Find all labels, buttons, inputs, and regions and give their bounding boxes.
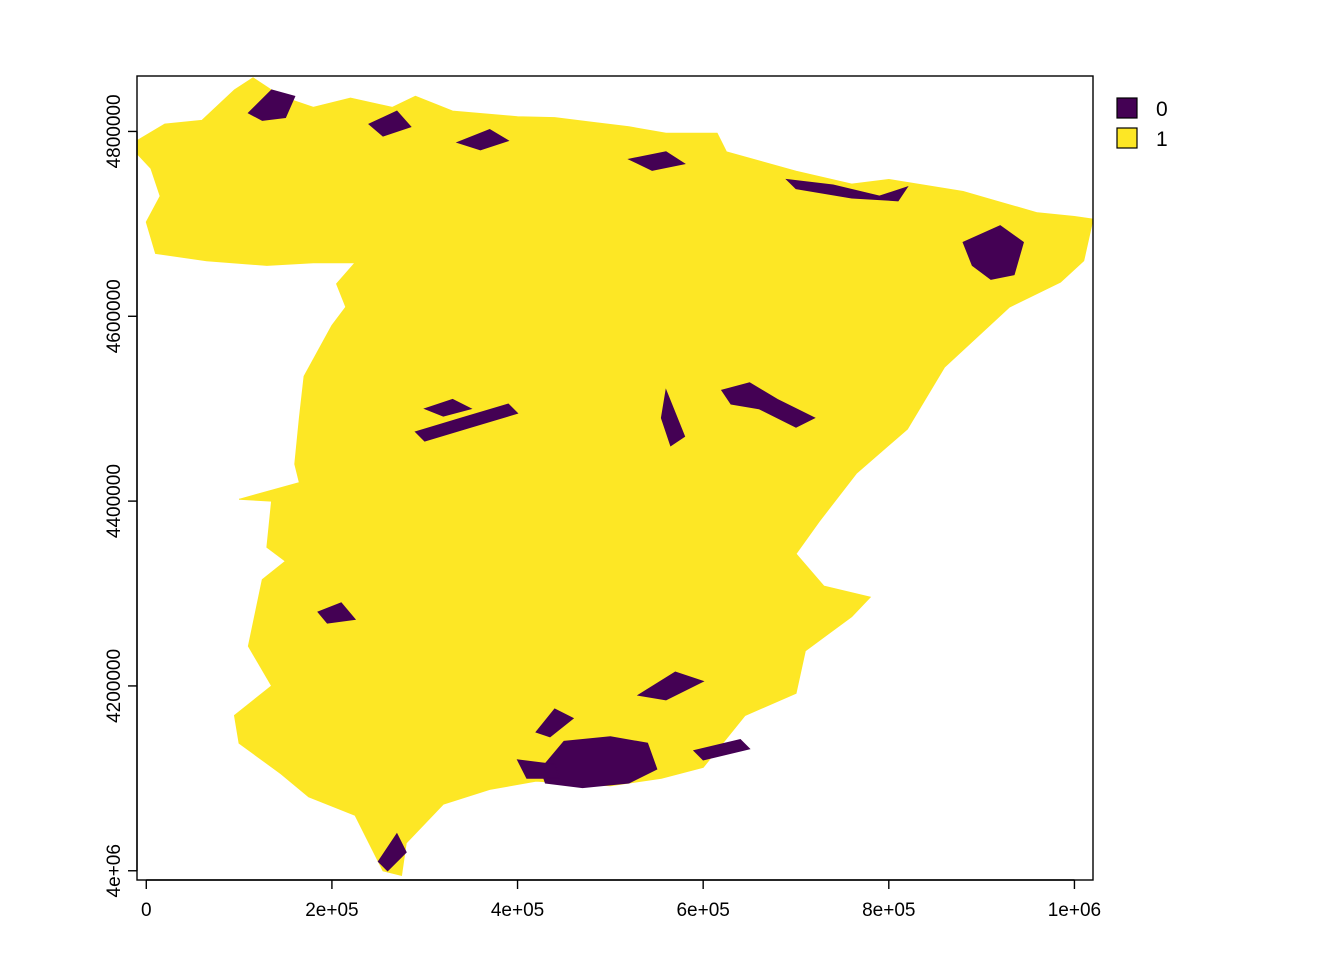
class-0-patch <box>627 151 686 171</box>
class-0-patch <box>692 738 751 761</box>
legend-label: 1 <box>1156 128 1168 151</box>
y-axis: 4e+06 4200000 4400000 4600000 4800000 <box>104 94 138 897</box>
class-0-patch <box>535 708 575 738</box>
class-0-patch <box>636 671 705 701</box>
x-tick-label: 8e+05 <box>862 900 915 921</box>
x-tick-label: 1e+06 <box>1048 900 1101 921</box>
y-tick-label: 4e+06 <box>104 844 125 897</box>
y-tick-label: 4400000 <box>104 464 125 538</box>
x-tick-label: 2e+05 <box>305 900 358 921</box>
class-0-patch <box>368 110 412 137</box>
class-0-patch <box>785 178 909 202</box>
x-tick-label: 6e+05 <box>676 900 729 921</box>
legend-label: 0 <box>1156 98 1168 121</box>
class-0-patch <box>660 388 686 447</box>
x-tick-label: 4e+05 <box>491 900 544 921</box>
y-tick-label: 4800000 <box>104 94 125 168</box>
x-axis: 0 2e+05 4e+05 6e+05 8e+05 1e+06 <box>141 879 1101 921</box>
class-0-patch <box>247 89 296 121</box>
class-0-patch <box>720 382 816 428</box>
class-0-patch <box>414 403 519 442</box>
y-tick-label: 4600000 <box>104 279 125 353</box>
class-1-area <box>136 77 1094 877</box>
class-0-patch <box>423 398 473 417</box>
legend: 01 <box>1116 97 1168 151</box>
y-tick-label: 4200000 <box>104 649 125 723</box>
class-0-patch <box>962 225 1024 280</box>
class-0-patch <box>455 129 510 151</box>
raster-map <box>136 77 1094 877</box>
class-0-patch <box>540 736 658 789</box>
class-0-patch <box>377 832 407 872</box>
class-0-patch <box>317 602 357 624</box>
legend-swatch <box>1116 97 1138 119</box>
legend-swatch <box>1116 127 1138 149</box>
x-tick-label: 0 <box>141 900 152 921</box>
class-0-patch <box>516 759 560 779</box>
